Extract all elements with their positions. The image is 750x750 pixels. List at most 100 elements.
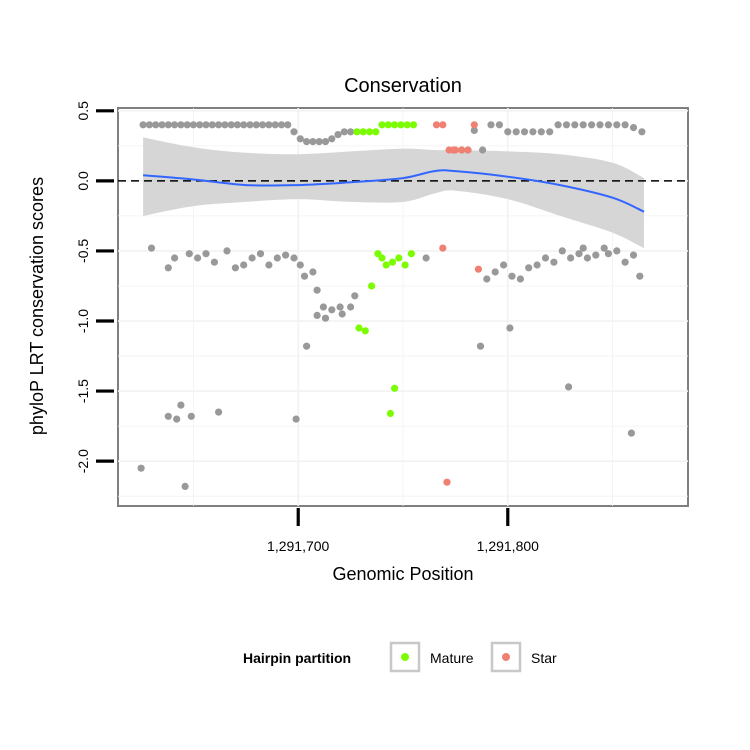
data-point-other: [265, 261, 273, 269]
data-point-other: [529, 128, 537, 136]
data-point-other: [483, 275, 491, 283]
data-point-other: [177, 121, 185, 129]
data-point-other: [139, 121, 147, 129]
data-point-other: [292, 415, 300, 423]
data-point-other: [202, 250, 210, 258]
data-point-star: [458, 146, 466, 154]
data-point-other: [202, 121, 210, 129]
data-point-other: [500, 261, 508, 269]
data-point-star: [432, 121, 441, 129]
data-point-other: [321, 314, 330, 322]
data-point-other: [309, 268, 317, 276]
data-point-star: [443, 478, 451, 486]
data-point-other: [185, 250, 193, 258]
data-point-other: [189, 121, 197, 129]
legend-dot-mature: [401, 653, 409, 661]
data-point-other: [546, 128, 554, 136]
data-point-other: [227, 121, 235, 129]
data-point-star: [470, 121, 478, 129]
data-point-other: [223, 247, 231, 255]
data-point-other: [256, 250, 265, 258]
data-point-other: [147, 244, 156, 252]
y-tick-label: -1.0: [75, 309, 91, 333]
data-point-other: [277, 121, 286, 129]
data-point-other: [282, 251, 290, 259]
data-point-mature: [359, 128, 367, 136]
data-point-other: [583, 254, 592, 262]
data-point-other: [520, 128, 529, 136]
data-point-mature: [409, 121, 418, 129]
data-point-other: [181, 482, 189, 490]
data-point-other: [592, 251, 600, 259]
data-point-mature: [388, 258, 397, 266]
data-point-other: [296, 135, 304, 143]
y-tick-label: -1.5: [75, 379, 91, 403]
data-point-other: [336, 303, 344, 311]
confidence-band-area: [143, 137, 644, 249]
data-point-other: [629, 124, 638, 132]
data-point-mature: [361, 327, 369, 335]
data-point-other: [309, 138, 317, 146]
data-point-other: [621, 258, 629, 266]
data-point-mature: [403, 121, 411, 129]
data-point-star: [439, 121, 447, 129]
data-point-other: [231, 264, 239, 272]
data-point-other: [313, 286, 321, 294]
data-point-other: [284, 121, 292, 129]
data-point-other: [273, 254, 281, 262]
data-point-other: [215, 408, 223, 416]
data-point-other: [629, 251, 638, 259]
data-point-mature: [386, 409, 394, 418]
legend: Hairpin partition Mature Star: [243, 641, 557, 673]
data-point-mature: [378, 121, 386, 129]
data-point-other: [562, 121, 571, 129]
smooth-trend: [143, 169, 645, 213]
data-point-mature: [395, 254, 403, 262]
data-point-other: [621, 121, 629, 129]
legend-item-mature: Mature: [389, 641, 474, 673]
data-point-other: [554, 121, 562, 129]
data-point-other: [137, 464, 145, 472]
data-point-mature: [391, 384, 399, 392]
data-point-other: [506, 324, 514, 332]
data-point-other: [248, 254, 256, 262]
data-point-other: [177, 401, 185, 409]
data-point-other: [187, 412, 195, 420]
chart-title: Conservation: [344, 75, 462, 97]
x-axis: 1,291,700 1,291,800: [267, 508, 539, 554]
data-point-mature: [397, 121, 405, 129]
data-point-other: [604, 121, 613, 129]
data-point-other: [164, 412, 172, 420]
legend-label-star: Star: [531, 650, 557, 666]
data-point-other: [613, 121, 621, 129]
data-point-mature: [401, 261, 409, 269]
data-point-other: [158, 121, 166, 129]
data-point-other: [613, 247, 621, 255]
data-points: [137, 121, 646, 490]
data-point-other: [271, 121, 279, 129]
data-point-other: [565, 383, 573, 391]
y-tick-label: -2.0: [75, 449, 91, 473]
data-point-mature: [372, 128, 380, 136]
data-point-other: [334, 131, 342, 139]
data-point-other: [479, 146, 487, 154]
data-point-other: [145, 121, 153, 129]
data-point-other: [537, 128, 545, 136]
data-point-other: [495, 121, 503, 129]
data-point-other: [588, 121, 596, 129]
smooth-line: [143, 169, 645, 213]
data-point-other: [183, 121, 191, 129]
data-point-mature: [382, 261, 390, 269]
data-point-other: [210, 258, 218, 266]
data-point-other: [516, 275, 525, 283]
data-point-other: [194, 254, 202, 262]
data-point-other: [328, 135, 336, 143]
data-point-other: [550, 258, 558, 266]
confidence-band: [143, 137, 644, 249]
data-point-other: [508, 272, 516, 280]
y-tick-label: -0.5: [75, 239, 91, 263]
data-point-star: [464, 146, 472, 154]
data-point-other: [221, 121, 229, 129]
data-point-other: [240, 121, 248, 129]
